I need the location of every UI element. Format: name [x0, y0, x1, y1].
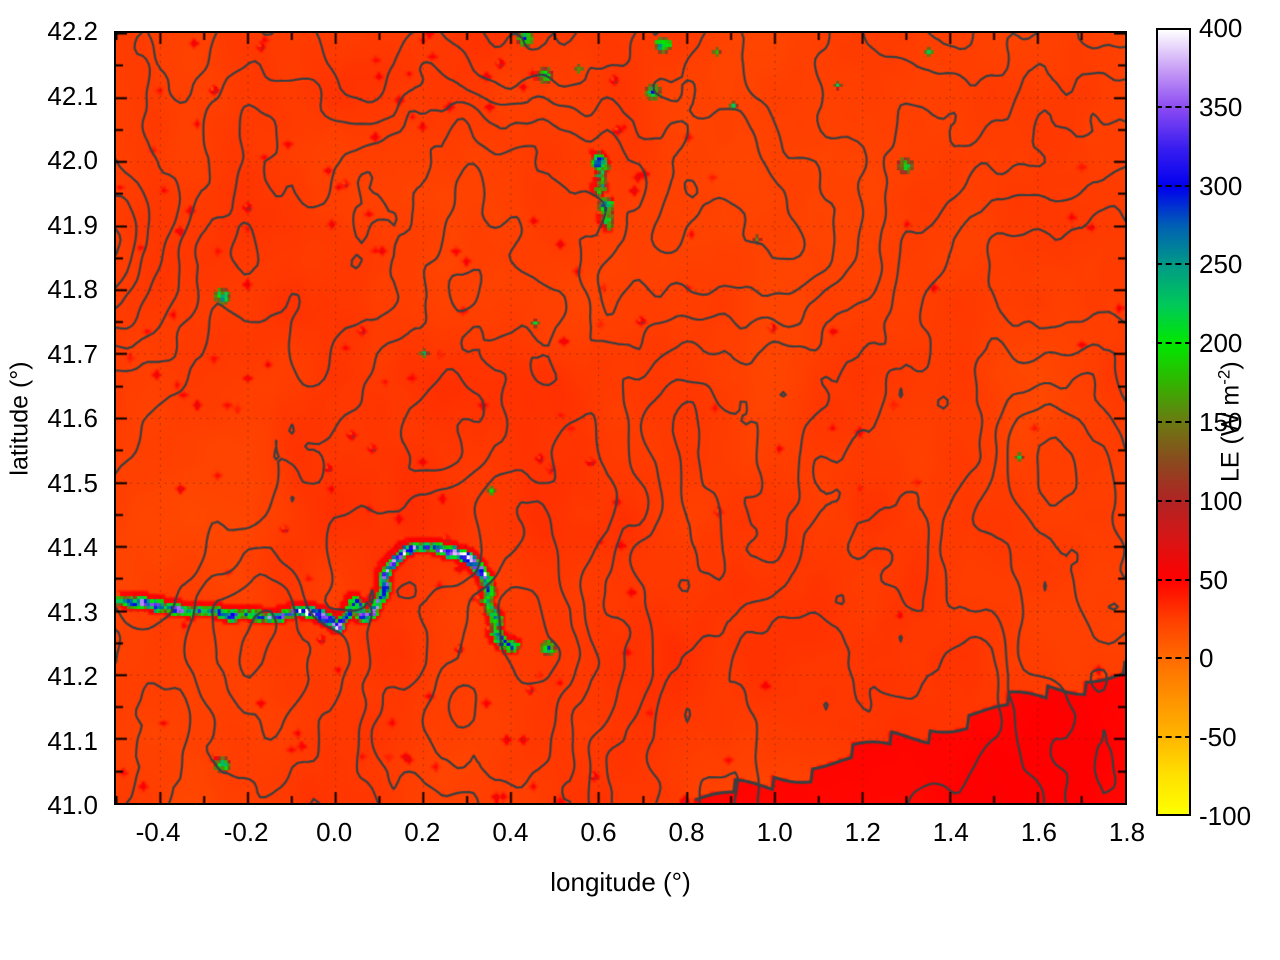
longitude-tick--0.2: -0.2	[223, 817, 269, 847]
colorbar-title: LE (W m-2)	[1214, 272, 1245, 572]
x-axis-title: longitude (°)	[550, 867, 691, 897]
colorbar-tick-50	[1156, 578, 1191, 581]
colorbar-label-150: 150	[1199, 407, 1243, 437]
longitude-tick-1.2: 1.2	[844, 817, 881, 847]
colorbar-label-400: 400	[1199, 13, 1243, 43]
colorbar-title-tail: )	[1216, 361, 1245, 370]
colorbar-tick--50	[1156, 736, 1191, 739]
colorbar-label-50: 50	[1199, 564, 1228, 595]
colorbar-title-superscript: -2	[1214, 369, 1234, 385]
latitude-tick-42.2: 42.2	[47, 16, 98, 46]
latitude-tick-41.4: 41.4	[47, 532, 98, 562]
longitude-tick-1.6: 1.6	[1020, 817, 1057, 847]
latitude-tick-41.9: 41.9	[47, 209, 98, 240]
colorbar-label-0: 0	[1199, 643, 1214, 674]
latitude-tick-41.0: 41.0	[47, 790, 98, 820]
latitude-tick-41.8: 41.8	[47, 274, 98, 304]
colorbar-tick-300	[1156, 184, 1191, 187]
longitude-tick-0.6: 0.6	[580, 817, 617, 847]
colorbar-label--100: -100	[1199, 801, 1252, 831]
longitude-tick-0.4: 0.4	[492, 817, 529, 847]
le-heatmap-canvas	[116, 33, 1125, 803]
longitude-tick-0.0: 0.0	[316, 817, 353, 847]
latitude-tick-41.5: 41.5	[47, 467, 98, 498]
colorbar-label-200: 200	[1199, 328, 1243, 359]
longitude-tick-0.8: 0.8	[668, 817, 705, 847]
colorbar-title-main: LE (W m	[1216, 384, 1245, 483]
colorbar-label--50: -50	[1199, 722, 1237, 753]
longitude-tick-1.0: 1.0	[756, 817, 793, 847]
colorbar-tick-0	[1156, 657, 1191, 660]
map-plot-area	[114, 31, 1127, 805]
colorbar-tick-200	[1156, 342, 1191, 345]
latitude-tick-41.3: 41.3	[47, 596, 98, 627]
colorbar-tick-250	[1156, 263, 1191, 266]
colorbar-label-250: 250	[1199, 249, 1243, 280]
longitude-tick-1.4: 1.4	[932, 817, 969, 847]
latitude-tick-41.1: 41.1	[47, 725, 98, 756]
latitude-tick-41.2: 41.2	[47, 661, 98, 691]
longitude-tick--0.4: -0.4	[135, 817, 181, 847]
colorbar-tick-100	[1156, 499, 1191, 502]
colorbar-tick-350	[1156, 105, 1191, 108]
latitude-tick-42.0: 42.0	[47, 145, 98, 175]
colorbar-label-350: 350	[1199, 91, 1243, 122]
colorbar-label-100: 100	[1199, 485, 1243, 516]
colorbar-tick-150	[1156, 421, 1191, 423]
latitude-tick-42.1: 42.1	[47, 80, 98, 111]
colorbar-label-300: 300	[1199, 170, 1243, 201]
latitude-tick-41.7: 41.7	[47, 338, 98, 369]
longitude-tick-0.2: 0.2	[404, 817, 441, 847]
latitude-tick-41.6: 41.6	[47, 403, 98, 433]
y-axis-title: latitude (°)	[5, 361, 34, 476]
longitude-tick-1.8: 1.8	[1108, 817, 1146, 847]
